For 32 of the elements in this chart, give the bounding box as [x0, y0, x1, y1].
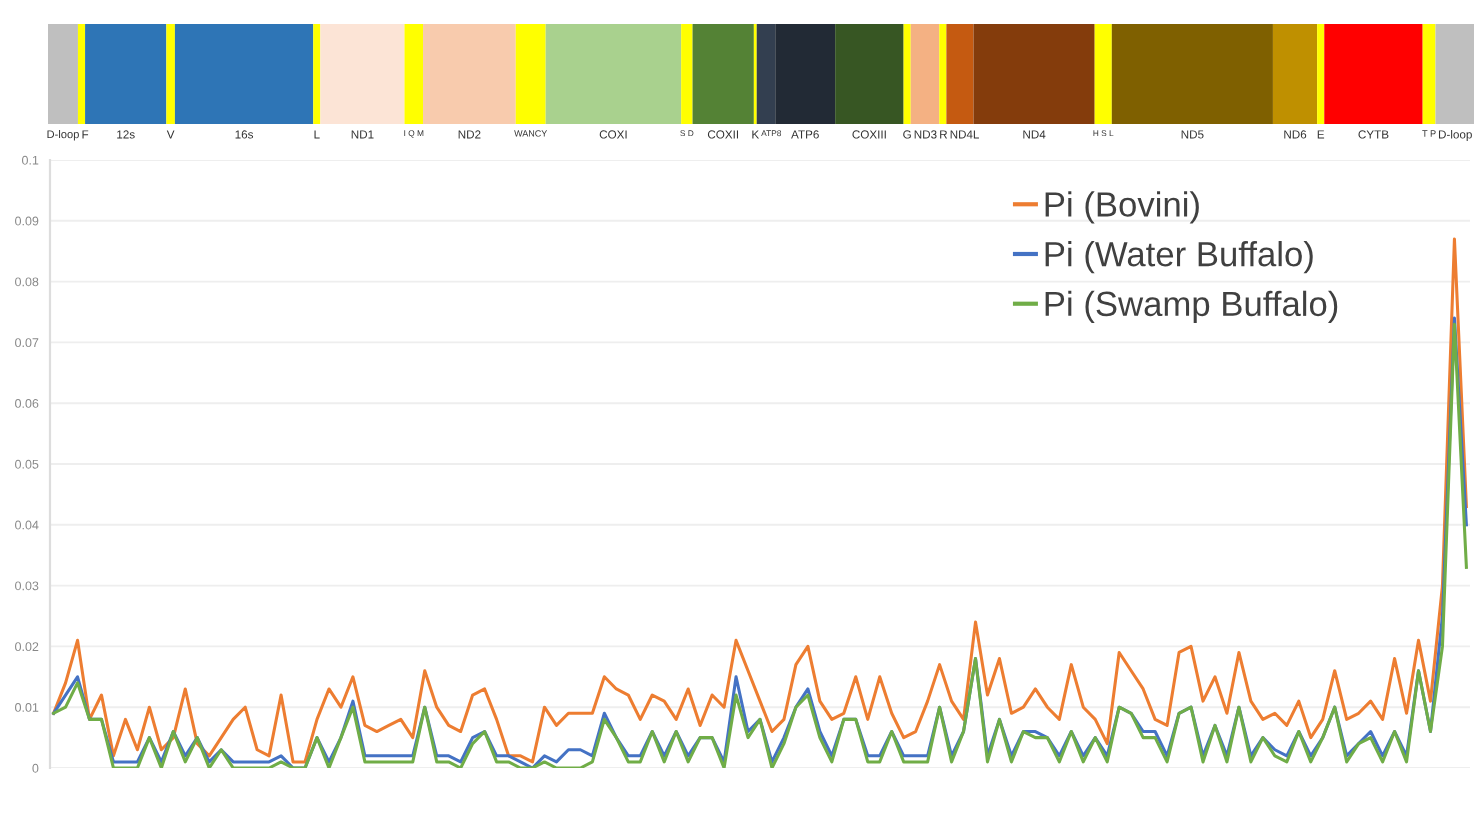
bar — [85, 24, 167, 124]
bar — [692, 24, 754, 124]
bar — [166, 24, 175, 124]
bar — [835, 24, 904, 124]
bar — [1094, 24, 1112, 124]
legend-label: Pi (Water Buffalo) — [1045, 240, 1313, 274]
bar — [77, 24, 86, 124]
bar — [48, 24, 78, 124]
bar — [681, 24, 693, 124]
bar — [1435, 24, 1474, 124]
bar — [756, 24, 776, 124]
bar — [1272, 24, 1318, 124]
bar — [903, 24, 911, 124]
bar — [320, 24, 405, 124]
line-series — [52, 237, 1468, 764]
legend-label: Pi (Bovini) — [1045, 191, 1199, 224]
bar — [174, 24, 314, 124]
bar — [910, 24, 940, 124]
bar — [946, 24, 974, 124]
bar — [545, 24, 682, 124]
bar — [404, 24, 424, 124]
bar — [1317, 24, 1325, 124]
bar — [1111, 24, 1273, 124]
bar — [775, 24, 836, 124]
bar — [1422, 24, 1436, 124]
bar — [423, 24, 516, 124]
legend-label: Pi (Swamp Buffalo) — [1045, 290, 1338, 324]
bar — [973, 24, 1095, 124]
bar — [1324, 24, 1423, 124]
bar — [515, 24, 546, 124]
bar — [939, 24, 947, 124]
bar — [313, 24, 321, 124]
